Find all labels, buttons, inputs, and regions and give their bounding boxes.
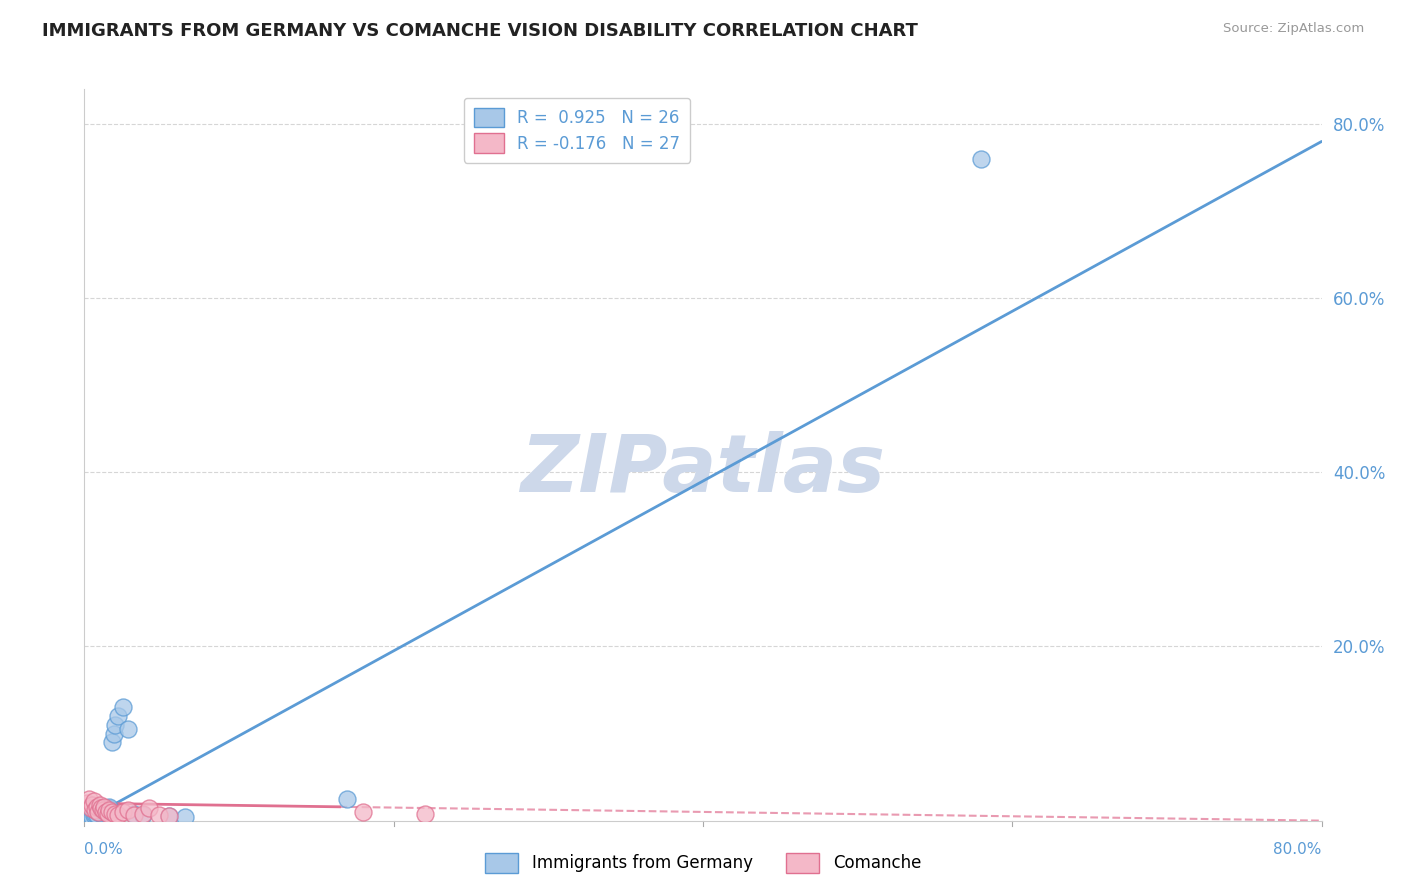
Point	[122, 808, 145, 822]
Point	[138, 800, 160, 814]
Point	[84, 806, 107, 821]
Point	[93, 799, 115, 814]
Point	[82, 810, 104, 824]
Point	[86, 799, 108, 814]
Point	[97, 806, 120, 821]
Point	[159, 809, 181, 823]
Point	[94, 800, 117, 814]
Point	[132, 806, 155, 821]
Point	[148, 808, 170, 822]
Point	[94, 805, 117, 819]
Point	[122, 806, 145, 821]
Text: 0.0%: 0.0%	[84, 841, 124, 856]
Point	[91, 803, 114, 817]
Point	[79, 809, 101, 823]
Text: IMMIGRANTS FROM GERMANY VS COMANCHE VISION DISABILITY CORRELATION CHART: IMMIGRANTS FROM GERMANY VS COMANCHE VISI…	[42, 22, 918, 40]
Point	[117, 723, 139, 737]
Point	[84, 803, 107, 817]
Point	[79, 800, 101, 814]
Point	[101, 735, 124, 749]
Point	[132, 808, 155, 822]
Point	[352, 805, 374, 819]
Point	[91, 804, 114, 818]
Text: 80.0%: 80.0%	[1274, 841, 1322, 856]
Point	[90, 803, 112, 817]
Point	[93, 802, 115, 816]
Point	[89, 797, 111, 812]
Legend: R =  0.925   N = 26, R = -0.176   N = 27: R = 0.925 N = 26, R = -0.176 N = 27	[464, 97, 690, 162]
Point	[90, 801, 112, 815]
Point	[87, 805, 110, 819]
Point	[413, 806, 436, 821]
Point	[83, 808, 105, 822]
Point	[83, 795, 105, 809]
Point	[159, 809, 181, 823]
Point	[87, 805, 110, 819]
Point	[104, 718, 127, 732]
Point	[76, 811, 98, 825]
Point	[112, 805, 135, 819]
Point	[89, 805, 111, 820]
Point	[97, 801, 120, 815]
Point	[112, 700, 135, 714]
Point	[107, 808, 129, 822]
Point	[970, 152, 993, 166]
Point	[107, 709, 129, 723]
Point	[117, 803, 139, 817]
Point	[101, 805, 124, 819]
Point	[98, 799, 121, 814]
Point	[104, 806, 127, 821]
Y-axis label: Vision Disability: Vision Disability	[0, 389, 8, 521]
Point	[336, 792, 359, 806]
Point	[77, 792, 100, 806]
Point	[82, 797, 104, 812]
Point	[103, 726, 125, 740]
Text: Source: ZipAtlas.com: Source: ZipAtlas.com	[1223, 22, 1364, 36]
Point	[98, 803, 121, 817]
Point	[174, 810, 197, 824]
Text: ZIPatlas: ZIPatlas	[520, 431, 886, 508]
Point	[76, 796, 98, 810]
Point	[86, 807, 108, 822]
Legend: Immigrants from Germany, Comanche: Immigrants from Germany, Comanche	[478, 847, 928, 880]
